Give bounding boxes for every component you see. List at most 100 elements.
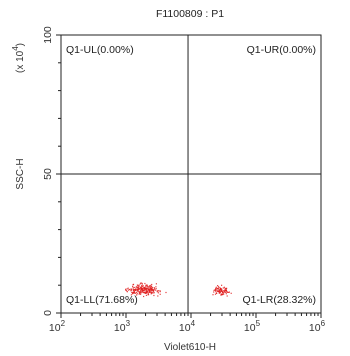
data-point-q1-ll [126,288,128,290]
data-point-q1-lr [223,290,225,292]
data-point-q1-ll [131,288,133,290]
data-point-q1-lr [215,287,217,289]
data-point-q1-ll [133,289,135,291]
data-point-q1-ll [138,292,141,294]
data-point-q1-lr [222,291,224,294]
data-point-q1-lr [224,291,226,293]
data-point-q1-ll [136,294,138,296]
data-point-q1-lr [225,293,227,295]
data-point-q1-lr [220,293,222,295]
x-tick-label-exponent: 6 [321,319,326,328]
data-point-q1-ll [146,285,148,287]
data-point-q1-ll [142,290,144,292]
chart-title: F1100809 : P1 [156,8,224,20]
data-point-q1-lr [221,289,223,291]
data-point-q1-ll [151,283,153,286]
data-point-q1-ll [135,291,138,294]
data-point-q1-ll [145,284,147,286]
quadrant-label-ul: Q1-UL(0.00%) [66,44,134,56]
data-point-q1-lr [215,288,217,290]
data-point-q1-ll [128,288,131,291]
x-tick-label: 104 [179,319,196,334]
data-point-q1-lr [220,289,223,292]
data-point-q1-ll [128,289,130,291]
x-tick-label: 106 [309,319,326,334]
data-point-q1-ll [151,288,153,290]
data-point-q1-ll [159,290,161,292]
data-point-q1-ll [140,282,142,284]
data-point-q1-ll [146,290,148,292]
data-point-q1-ll [140,293,142,295]
data-point-q1-ll [144,291,146,293]
data-point-q1-ll [144,287,146,289]
data-point-q1-ll [137,291,139,293]
data-point-q1-ll [142,285,144,287]
data-point-q1-lr [225,288,227,290]
data-point-q1-ll [140,292,142,294]
data-point-q1-ll [141,282,143,284]
data-point-q1-ll [141,287,143,289]
data-point-q1-ll [153,294,155,297]
data-point-q1-lr [225,290,227,292]
data-point-q1-ll [145,294,147,296]
data-point-q1-ll [141,287,143,289]
x-tick-label-exponent: 2 [61,319,66,328]
data-point-q1-ll [138,284,140,286]
data-point-q1-ll [145,285,147,287]
data-point-q1-ll [140,288,142,290]
data-point-q1-ll [134,292,136,294]
data-point-q1-ll [159,293,161,295]
y-axis: 0 50 100 [42,26,61,316]
data-point-q1-ll [132,288,134,290]
data-point-q1-lr [214,289,217,292]
data-point-q1-ll [144,282,146,285]
data-point-q1-ll [133,291,135,293]
data-point-q1-lr [214,289,216,291]
data-point-q1-ll [151,285,153,288]
data-point-q1-lr [220,294,222,296]
data-point-q1-ll [157,290,159,292]
x-tick-label-base: 10 [49,322,61,334]
data-point-q1-ll [132,286,134,289]
points-layer [125,282,232,298]
y-axis-multiplier: (x 104) [11,43,26,73]
data-point-q1-ll [137,285,139,287]
data-point-q1-lr [215,292,218,294]
data-point-q1-ll [137,290,139,292]
data-point-q1-lr [218,290,220,292]
data-point-q1-ll [144,286,146,288]
data-point-q1-ll [155,283,157,285]
data-point-q1-ll [131,291,133,293]
data-point-q1-ll [143,295,145,298]
data-point-q1-ll [149,288,151,290]
data-point-q1-ll [135,288,137,290]
data-point-q1-lr [224,289,226,291]
data-point-q1-ll [145,289,147,291]
data-point-q1-ll [125,289,127,291]
data-point-q1-ll [133,289,135,292]
data-point-q1-ll [139,286,142,288]
y-tick-label: 0 [42,310,54,316]
data-point-q1-ll [153,292,155,294]
data-point-q1-ll [133,292,135,294]
data-point-q1-ll [139,292,141,294]
data-point-q1-ll [132,285,134,287]
data-point-q1-lr [228,291,230,293]
data-point-q1-ll [150,290,152,292]
y-axis-title: SSC-H [15,158,26,189]
data-point-q1-ll [148,286,150,288]
data-point-q1-lr [230,292,232,294]
data-point-q1-lr [213,291,215,293]
data-point-q1-ll [147,293,150,296]
data-point-q1-ll [144,289,146,291]
data-point-q1-lr [222,293,224,295]
data-point-q1-ll [138,285,140,287]
data-point-q1-ll [153,288,156,290]
data-point-q1-ll [151,287,153,289]
data-point-q1-ll [142,288,144,290]
data-point-q1-ll [139,291,141,293]
data-point-q1-ll [125,288,127,290]
data-point-q1-ll [153,287,155,289]
x-tick-label: 105 [244,319,261,334]
data-point-q1-ll [147,289,150,291]
